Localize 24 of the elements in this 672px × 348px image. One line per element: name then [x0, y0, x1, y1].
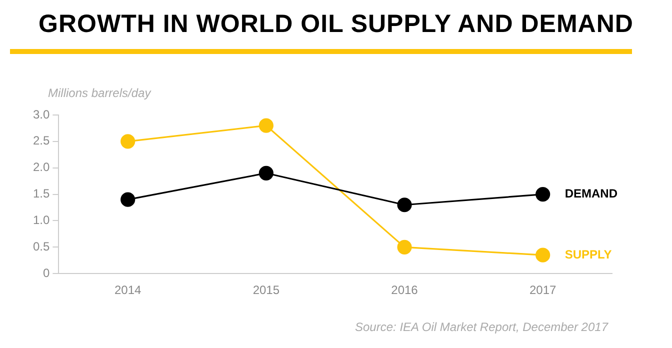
point	[397, 240, 412, 254]
point	[397, 198, 412, 212]
x-tick-label: 2017	[529, 283, 557, 298]
y-tick-label: 1.5	[32, 186, 50, 201]
x-tick-label: 2014	[114, 283, 142, 298]
point	[536, 187, 550, 202]
point	[120, 192, 136, 207]
point	[120, 134, 136, 149]
chart-title: GROWTH IN WORLD OIL SUPPLY AND DEMAND	[38, 10, 634, 39]
x-tick-label: 2015	[252, 283, 280, 298]
source-note: Source: IEA Oil Market Report, December 2017	[355, 320, 608, 334]
y-tick-label: 3.0	[32, 107, 50, 122]
y-axis-title: Millions barrels/day	[48, 86, 151, 100]
point	[536, 248, 550, 262]
series-label: SUPPLY	[564, 247, 612, 262]
point	[258, 118, 274, 133]
x-tick-label: 2016	[391, 283, 418, 298]
y-tick-label: 1.0	[32, 213, 50, 228]
point	[258, 166, 274, 180]
y-tick-label: 0	[42, 266, 50, 280]
series-label: DEMAND	[564, 186, 618, 201]
y-tick-label: 2.0	[32, 160, 50, 174]
y-tick-label: 0.5	[32, 239, 50, 254]
y-tick-label: 2.5	[32, 134, 50, 148]
